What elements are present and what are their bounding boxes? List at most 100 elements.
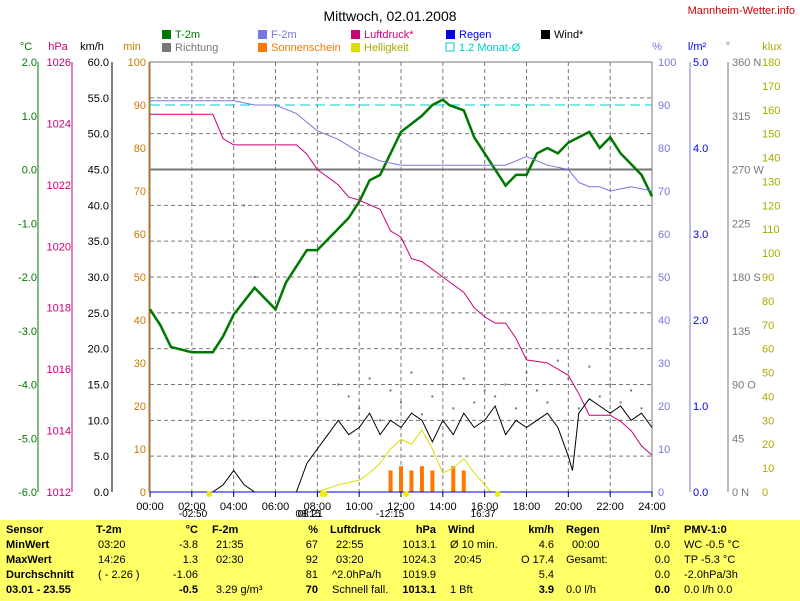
- pressure-min-value: 1013.1: [402, 539, 436, 551]
- sun-marker: [403, 491, 410, 497]
- legend-swatch: [351, 43, 360, 52]
- wind-bft: 1 Bft: [450, 584, 473, 596]
- sun-event-label: 16:37: [471, 509, 496, 520]
- direction-point: [358, 407, 361, 410]
- temp-avg-value: -1.06: [172, 569, 198, 581]
- sunshine-bar: [419, 466, 424, 492]
- wind-unit: km/h: [528, 524, 554, 536]
- pressure-min-time: 22:55: [336, 539, 364, 551]
- direction-point: [630, 389, 633, 392]
- direction-point: [567, 377, 570, 380]
- axis-tick-label: 50: [762, 368, 774, 380]
- axis-tick-label: -5.0: [18, 433, 37, 445]
- direction-point: [588, 365, 591, 368]
- pmv-pressure-trend: -2.0hPa/3h: [684, 569, 738, 581]
- axis-tick-label: 70: [134, 186, 146, 198]
- direction-point: [504, 383, 507, 386]
- axis-tick-label: 2.0: [22, 57, 37, 69]
- pmv-windchill: WC -0.5 °C: [684, 539, 740, 551]
- axis-tick-label: 0: [658, 487, 664, 499]
- axis-tick-label: 1014: [47, 426, 71, 438]
- axis-tick-label: 20: [134, 401, 146, 413]
- stats-table: Sensor MinWert MaxWert Durchschnitt 03.0…: [0, 520, 800, 601]
- x-tick-label: 08:00: [304, 501, 332, 513]
- axis-tick-label: 135: [732, 326, 750, 338]
- direction-point: [400, 401, 402, 404]
- temp-current: -0.5: [179, 584, 198, 596]
- pressure-tendency: Schnell fall.: [332, 584, 389, 596]
- direction-point: [462, 377, 465, 380]
- direction-point: [609, 383, 612, 386]
- legend-label: Helligkeit: [364, 42, 409, 54]
- axis-tick-label: 20.0: [88, 344, 109, 356]
- wind-max-value: O 17.4: [520, 554, 554, 566]
- row-label-max: MaxWert: [6, 554, 52, 566]
- axis-tick-label: 225: [732, 218, 750, 230]
- axis-tick-label: 360 N: [732, 57, 761, 69]
- rain-current: 0.0: [654, 584, 670, 596]
- rain-total-value: 0.0: [654, 554, 670, 566]
- axis-tick-label: 50: [134, 272, 146, 284]
- row-label-sensor: Sensor: [6, 524, 44, 536]
- direction-point: [619, 401, 622, 404]
- x-tick-label: 06:00: [262, 501, 290, 513]
- axis-tick-label: 30.0: [88, 272, 109, 284]
- axis-tick-label: 100: [128, 57, 146, 69]
- humidity-avg-value: 81: [305, 569, 318, 581]
- axis-tick-label: 0.0: [22, 165, 37, 177]
- legend: T-2m F-2m Luftdruck* Regen Wind* Richtung Sonn…: [162, 29, 584, 54]
- axis-tick-label: 60: [658, 229, 670, 241]
- row-label-avg: Durchschnitt: [6, 569, 74, 581]
- axis-tick-label: 90: [134, 100, 146, 112]
- pmv-dewpoint: TP -5.3 °C: [684, 554, 736, 566]
- axis-tick-label: 1020: [47, 241, 71, 253]
- x-tick-label: 12:00: [387, 501, 415, 513]
- site-link[interactable]: Mannheim-Wetter.info: [688, 5, 795, 17]
- rain-min-value: 0.0: [654, 539, 670, 551]
- pmv-header: PMV-1:0: [684, 524, 727, 536]
- direction-point: [640, 407, 643, 410]
- legend-swatch: [258, 30, 267, 39]
- axis-tick-label: 80: [762, 296, 774, 308]
- row-label-min: MinWert: [6, 539, 50, 551]
- series-f-2m: [150, 100, 653, 192]
- axis-tick-label: 60.0: [88, 57, 109, 69]
- axis-tick-label: 150: [762, 129, 780, 141]
- series-t-2m: [148, 98, 654, 354]
- axes: °C 2.0 1.0 0.0 -1.0 -2.0 -3.0 -4.0 -5.0 -6.0 hPa 10…: [18, 41, 782, 499]
- wind-avg10: Ø 10 min.: [450, 539, 498, 551]
- axis-tick-label: 170: [762, 81, 780, 93]
- x-tick-label: 02:00: [178, 501, 206, 513]
- series-luftdruck-: [150, 113, 653, 456]
- axis-tick-label: 1018: [47, 303, 71, 315]
- direction-point: [473, 401, 476, 404]
- x-tick-label: 04:00: [220, 501, 248, 513]
- sun-event-label: -12:15: [376, 509, 405, 520]
- axis-tick-label: 45: [732, 433, 744, 445]
- direction-point: [379, 419, 382, 422]
- axis-tick-label: 120: [762, 200, 780, 212]
- legend-swatch: [162, 30, 171, 39]
- rain-time: 00:00: [572, 539, 600, 551]
- direction-point: [243, 204, 246, 207]
- axis-tick-label: 30: [762, 415, 774, 427]
- humidity-min-time: 21:35: [216, 539, 244, 551]
- axis-tick-label: 20: [658, 401, 670, 413]
- wind-header: Wind: [448, 524, 475, 536]
- x-tick-label: 24:00: [638, 501, 666, 513]
- axis-tick-label: 5.0: [693, 57, 708, 69]
- x-axis: 00:00 02:00 04:00 06:00 08:00 10:00 12:00 14:00…: [136, 492, 666, 513]
- pressure-header: Luftdruck: [330, 524, 381, 536]
- sunshine-bar: [451, 466, 456, 492]
- direction-point: [483, 389, 486, 392]
- axis-tick-label: 1.0: [693, 401, 708, 413]
- axis-tick-label: 60: [762, 344, 774, 356]
- direction-point: [347, 395, 350, 398]
- axis-tick-label: 270 W: [732, 165, 764, 177]
- axis-tick-label: 25.0: [88, 308, 109, 320]
- axis-tick-label: 20: [762, 439, 774, 451]
- axis-tick-label: 10: [658, 444, 670, 456]
- humidity-abs: 3.29 g/m³: [216, 584, 263, 596]
- pressure-avg-value: 1019.9: [402, 569, 436, 581]
